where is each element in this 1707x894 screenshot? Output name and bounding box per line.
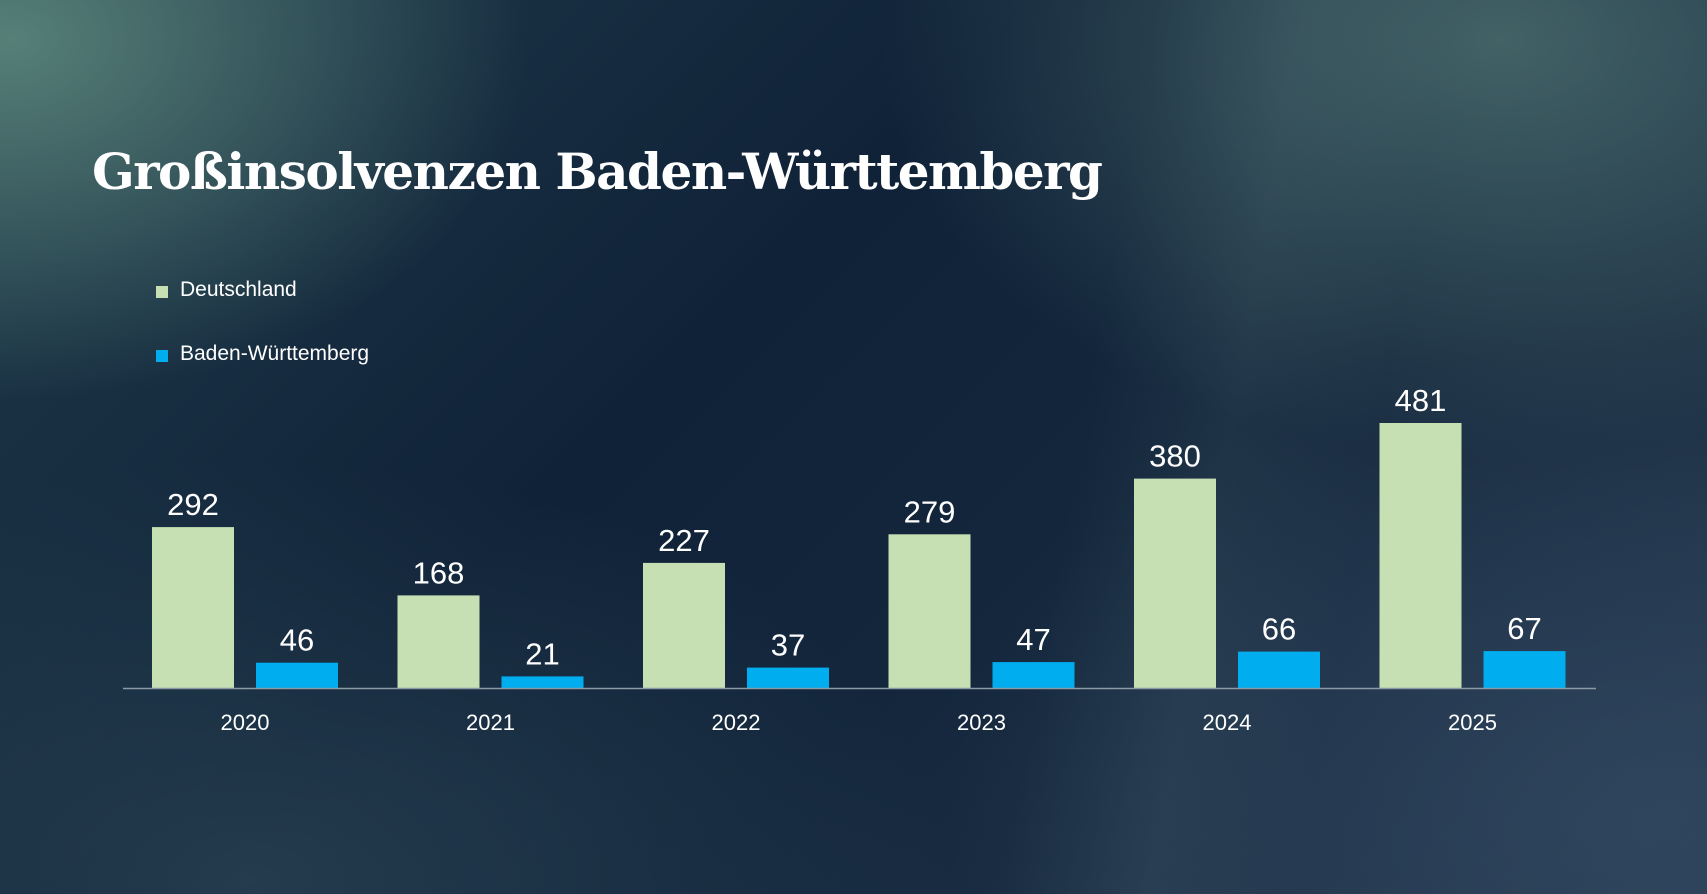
x-tick-label-2020: 2020 <box>221 710 270 735</box>
data-label-baden-wuerttemberg-2022: 37 <box>771 628 805 663</box>
bar-deutschland-2024 <box>1134 478 1216 688</box>
bar-baden-wuerttemberg-2024 <box>1238 651 1320 688</box>
data-label-deutschland-2021: 168 <box>413 555 465 590</box>
bar-deutschland-2021 <box>397 595 480 688</box>
bar-deutschland-2025 <box>1379 423 1462 688</box>
x-tick-label-2025: 2025 <box>1448 710 1497 735</box>
data-label-deutschland-2024: 380 <box>1149 439 1201 474</box>
data-label-deutschland-2022: 227 <box>658 523 710 558</box>
data-label-baden-wuerttemberg-2024: 66 <box>1262 612 1296 647</box>
bar-baden-wuerttemberg-2021 <box>501 676 584 688</box>
legend-label-baden-wuerttemberg: Baden-Württemberg <box>180 342 370 365</box>
data-label-deutschland-2025: 481 <box>1395 383 1447 418</box>
legend-swatch-baden-wuerttemberg <box>156 350 168 362</box>
bar-baden-wuerttemberg-2025 <box>1483 651 1566 688</box>
x-tick-label-2024: 2024 <box>1203 710 1252 735</box>
bar-baden-wuerttemberg-2023 <box>992 662 1075 688</box>
x-tick-label-2021: 2021 <box>466 710 515 735</box>
data-label-deutschland-2023: 279 <box>904 494 956 529</box>
bar-baden-wuerttemberg-2020 <box>256 662 338 688</box>
bar-deutschland-2022 <box>643 562 725 688</box>
legend-label-deutschland: Deutschland <box>180 278 297 301</box>
data-label-baden-wuerttemberg-2023: 47 <box>1016 622 1050 657</box>
x-tick-label-2022: 2022 <box>712 710 761 735</box>
data-label-deutschland-2020: 292 <box>167 487 219 522</box>
data-label-baden-wuerttemberg-2025: 67 <box>1507 611 1541 646</box>
data-label-baden-wuerttemberg-2020: 46 <box>280 623 314 658</box>
bar-baden-wuerttemberg-2022 <box>747 667 829 688</box>
legend-swatch-deutschland <box>156 286 168 298</box>
chart-title: Großinsolvenzen Baden-Württemberg <box>92 142 1103 201</box>
data-label-baden-wuerttemberg-2021: 21 <box>525 636 559 671</box>
bar-deutschland-2020 <box>152 527 234 688</box>
bar-deutschland-2023 <box>888 534 971 688</box>
x-tick-label-2023: 2023 <box>957 710 1006 735</box>
